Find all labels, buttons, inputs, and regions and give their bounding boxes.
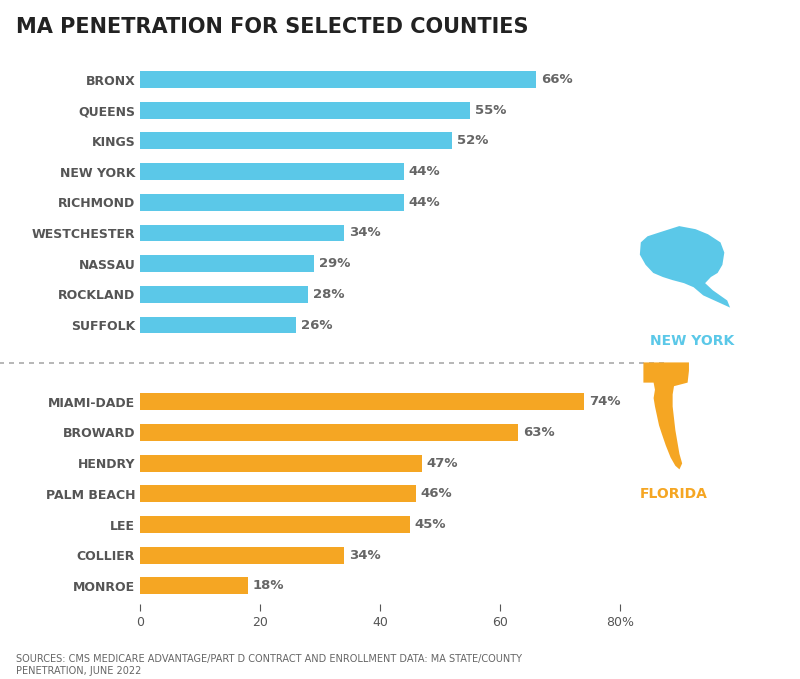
Bar bbox=[140, 547, 344, 564]
Bar bbox=[140, 424, 518, 441]
Bar bbox=[140, 194, 404, 210]
Text: SOURCES: CMS MEDICARE ADVANTAGE/PART D CONTRACT AND ENROLLMENT DATA: MA STATE/CO: SOURCES: CMS MEDICARE ADVANTAGE/PART D C… bbox=[16, 654, 522, 676]
Text: NEW YORK: NEW YORK bbox=[650, 334, 734, 348]
Text: 55%: 55% bbox=[474, 104, 506, 117]
Bar bbox=[140, 316, 296, 333]
Text: 44%: 44% bbox=[409, 165, 441, 178]
Text: 29%: 29% bbox=[318, 257, 350, 270]
Bar bbox=[140, 485, 416, 502]
Text: FLORIDA: FLORIDA bbox=[640, 488, 708, 501]
Text: 52%: 52% bbox=[457, 134, 488, 147]
Bar bbox=[140, 286, 308, 303]
Polygon shape bbox=[640, 226, 730, 308]
Polygon shape bbox=[643, 363, 689, 469]
Text: 63%: 63% bbox=[523, 426, 554, 439]
Bar bbox=[140, 132, 452, 149]
Bar bbox=[140, 225, 344, 242]
Text: 66%: 66% bbox=[541, 73, 573, 86]
Bar bbox=[140, 516, 410, 533]
Bar bbox=[140, 102, 470, 119]
Bar bbox=[140, 163, 404, 180]
Text: 45%: 45% bbox=[414, 518, 446, 531]
Text: 47%: 47% bbox=[427, 457, 458, 470]
Bar bbox=[140, 455, 422, 472]
Text: 28%: 28% bbox=[313, 288, 344, 301]
Bar bbox=[140, 255, 314, 272]
Text: 74%: 74% bbox=[589, 395, 620, 408]
Bar bbox=[140, 71, 536, 88]
Text: 34%: 34% bbox=[349, 549, 381, 562]
Text: MA PENETRATION FOR SELECTED COUNTIES: MA PENETRATION FOR SELECTED COUNTIES bbox=[16, 17, 529, 37]
Text: 44%: 44% bbox=[409, 196, 441, 208]
Text: 34%: 34% bbox=[349, 227, 381, 240]
Text: 18%: 18% bbox=[253, 579, 284, 592]
Text: 46%: 46% bbox=[421, 488, 453, 500]
Bar bbox=[140, 393, 584, 410]
Text: 26%: 26% bbox=[301, 318, 332, 331]
Bar bbox=[140, 577, 248, 594]
